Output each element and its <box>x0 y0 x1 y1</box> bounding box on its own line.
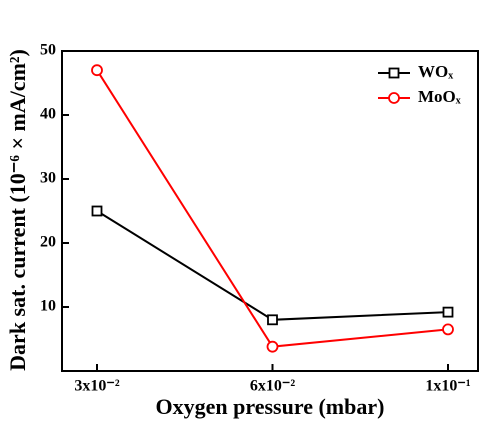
y-axis-label: Dark sat. current (10⁻⁶ × mA/cm²) <box>5 49 30 371</box>
marker <box>388 67 400 79</box>
y-tick-label: 30 <box>40 170 56 187</box>
series-line <box>96 69 449 348</box>
x-tick-label: 6x10⁻² <box>250 378 295 395</box>
marker <box>442 306 454 318</box>
y-tick-label: 50 <box>40 42 56 59</box>
y-tick-label: 20 <box>40 234 56 251</box>
legend-label: MoOₓ <box>418 87 461 106</box>
y-tick-label: 40 <box>40 106 56 123</box>
marker <box>388 92 400 104</box>
y-tick-label: 10 <box>40 298 56 315</box>
x-tick-label: 1x10⁻¹ <box>425 378 470 395</box>
marker <box>266 340 279 353</box>
marker <box>91 205 103 217</box>
marker <box>91 64 103 77</box>
x-tick-label: 3x10⁻² <box>74 378 119 395</box>
series-line <box>96 210 449 321</box>
marker <box>442 323 454 336</box>
legend-label: WOₓ <box>418 62 453 81</box>
x-axis-label: Oxygen pressure (mbar) <box>156 394 385 419</box>
marker <box>267 314 278 326</box>
plot-frame <box>61 50 479 372</box>
